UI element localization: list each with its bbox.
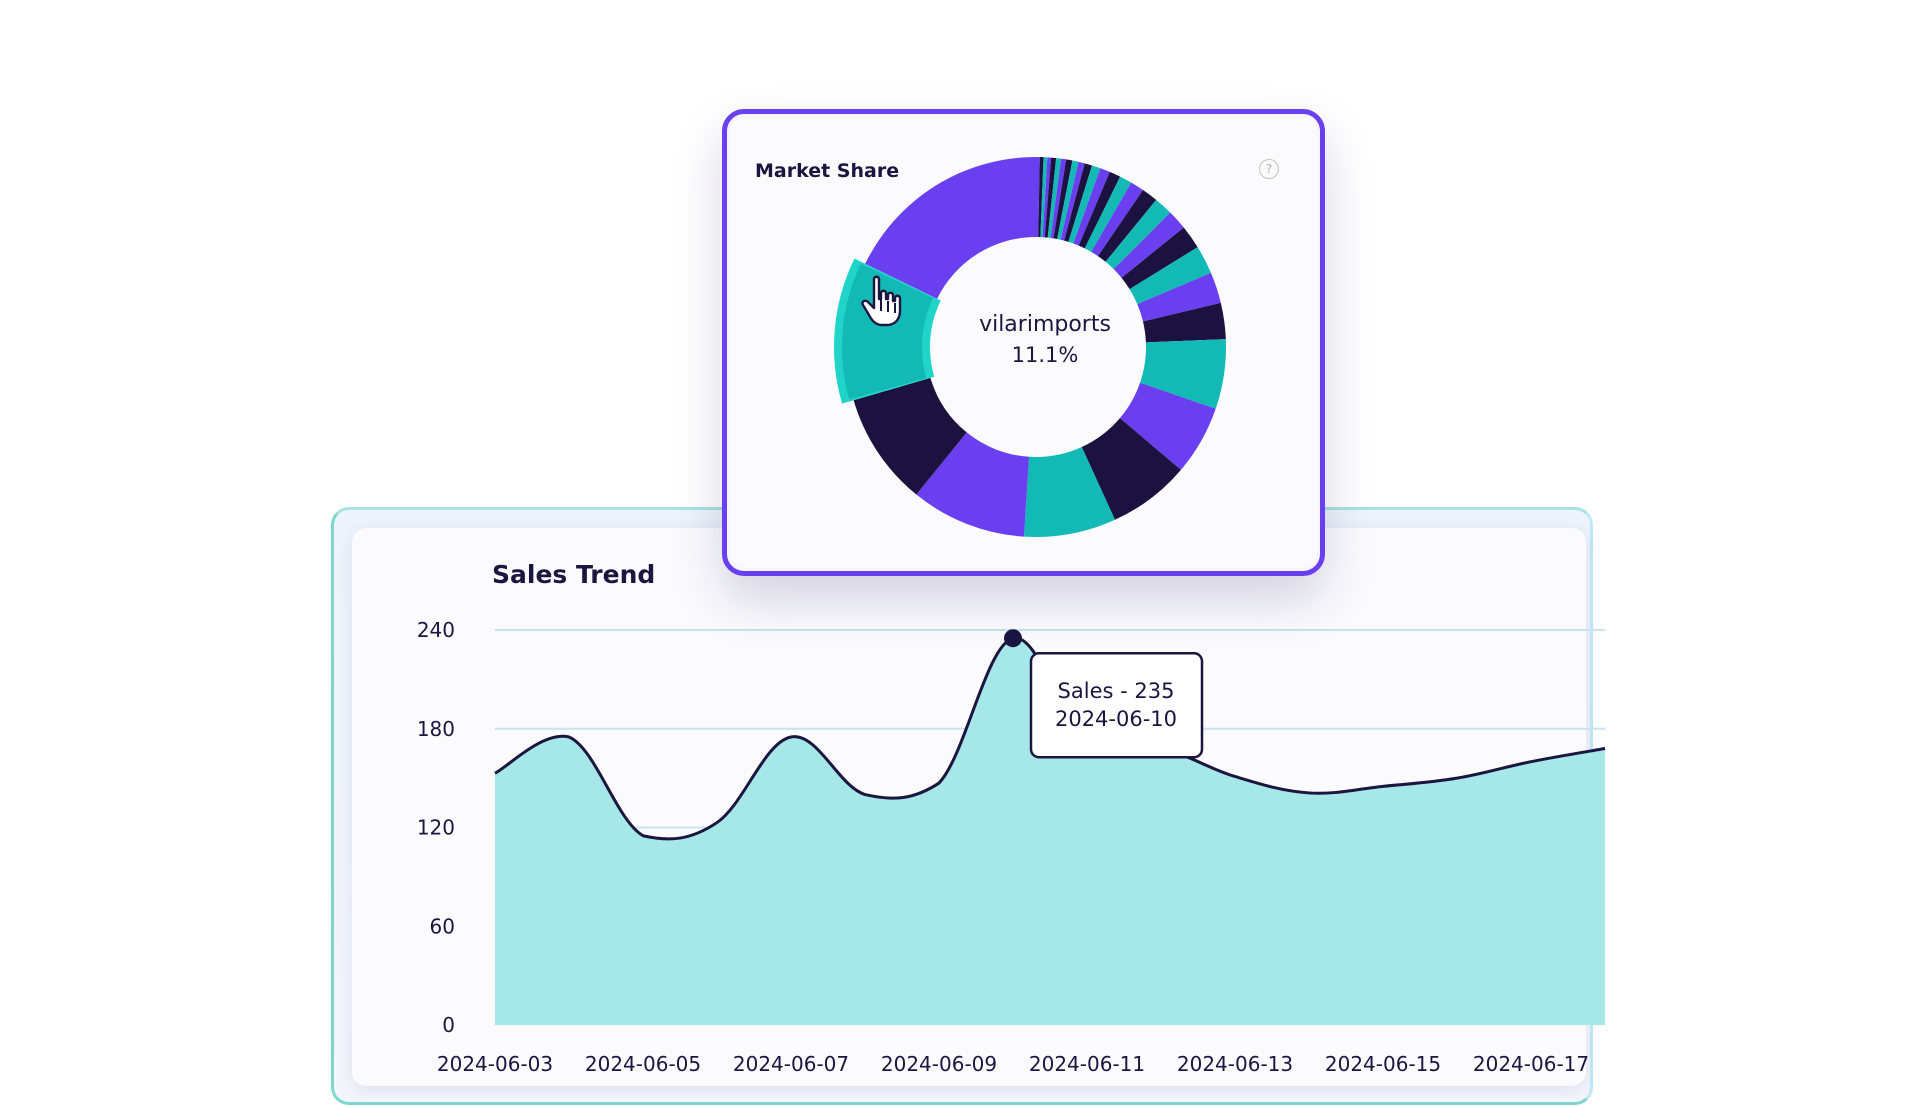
donut-slice bbox=[1140, 339, 1226, 409]
market-share-panel: Market Share ? vilarimports 11.1% bbox=[730, 117, 1317, 568]
donut-slice bbox=[1073, 168, 1110, 246]
market-share-card: Market Share ? vilarimports 11.1% bbox=[722, 109, 1325, 576]
highlighted-point bbox=[1004, 629, 1022, 648]
tooltip-box bbox=[1029, 651, 1204, 759]
tooltip-label: Sales - 235 bbox=[1058, 679, 1175, 703]
y-tick-label: 240 bbox=[417, 618, 455, 642]
tooltip: Sales - 235 2024-06-10 bbox=[1029, 651, 1204, 759]
donut-slice bbox=[1091, 182, 1144, 257]
y-tick-label: 180 bbox=[417, 717, 455, 741]
donut-slice-highlighted bbox=[842, 263, 934, 400]
x-tick-label: 2024-06-11 bbox=[1029, 1052, 1145, 1076]
donut-slice bbox=[1137, 272, 1221, 322]
donut-slice bbox=[1050, 158, 1067, 239]
donut-slice bbox=[1129, 247, 1211, 305]
donut-slice bbox=[1119, 382, 1216, 470]
donut-slice bbox=[1121, 227, 1198, 290]
donut-slice bbox=[916, 432, 1030, 537]
donut-slice bbox=[865, 157, 1036, 299]
y-tick-label: 60 bbox=[430, 914, 455, 938]
donut-slice bbox=[1057, 160, 1079, 240]
donut-slice bbox=[1047, 158, 1062, 238]
donut-slice bbox=[1068, 165, 1101, 244]
highlighted-slice-value: 11.1% bbox=[1011, 343, 1079, 367]
donut-slice bbox=[853, 377, 967, 495]
donut-slice bbox=[1113, 212, 1184, 278]
donut-slice bbox=[1081, 418, 1181, 520]
donut-slice bbox=[1142, 302, 1226, 343]
x-tick-label: 2024-06-15 bbox=[1325, 1052, 1441, 1076]
hand-pointer-icon bbox=[861, 275, 902, 327]
sales-trend-title: Sales Trend bbox=[492, 560, 656, 589]
y-tick-label: 120 bbox=[417, 816, 455, 840]
market-share-title: Market Share bbox=[755, 160, 900, 182]
x-tick-label: 2024-06-05 bbox=[585, 1052, 701, 1076]
sales-area-fill bbox=[495, 637, 1605, 1025]
donut-slice bbox=[1038, 157, 1044, 238]
y-tick-label: 0 bbox=[442, 1013, 455, 1037]
x-tick-label: 2024-06-09 bbox=[881, 1052, 997, 1076]
highlighted-slice-name: vilarimports bbox=[979, 312, 1111, 337]
donut-center-label: vilarimports 11.1% bbox=[965, 312, 1125, 367]
x-tick-label: 2024-06-03 bbox=[437, 1052, 553, 1076]
donut-slice bbox=[1042, 157, 1052, 238]
donut-slice bbox=[1105, 199, 1171, 270]
tooltip-date: 2024-06-10 bbox=[1055, 707, 1177, 731]
donut-slice bbox=[1084, 176, 1132, 252]
question-circle-icon[interactable]: ? bbox=[1259, 159, 1279, 179]
donut-slice bbox=[1044, 157, 1057, 238]
donut-slice bbox=[1060, 161, 1085, 241]
donut-slice bbox=[1024, 447, 1116, 537]
donut-slice bbox=[1097, 190, 1157, 262]
x-tick-label: 2024-06-07 bbox=[733, 1052, 849, 1076]
x-tick-label: 2024-06-17 bbox=[1473, 1052, 1589, 1076]
x-tick-label: 2024-06-13 bbox=[1177, 1052, 1293, 1076]
donut-slice bbox=[1040, 157, 1048, 238]
donut-slice bbox=[1053, 159, 1073, 240]
market-share-donut bbox=[834, 157, 1226, 537]
donut-slice bbox=[1078, 171, 1121, 249]
donut-slice bbox=[1064, 163, 1093, 242]
donut-slice bbox=[1036, 157, 1040, 238]
